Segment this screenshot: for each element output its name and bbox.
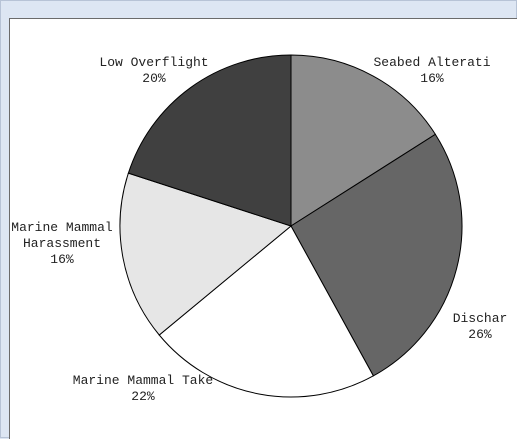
slice-label-text: Dischar — [453, 311, 508, 326]
slice-label-text: Marine Mammal — [11, 220, 113, 235]
slice-percent-label: 20% — [142, 71, 166, 86]
pie-slice-marine-mammal-take — [158, 225, 375, 398]
slice-label-text: Low Overflight — [99, 55, 208, 70]
slice-percent-label: 22% — [131, 389, 155, 404]
slice-percent-label: 16% — [50, 252, 74, 267]
slice-label-text: Marine Mammal Take — [73, 373, 213, 388]
slice-percent-label: 26% — [468, 327, 492, 342]
pie-slice-marine-mammal-harassment — [119, 172, 293, 336]
slice-percent-label: 16% — [420, 71, 444, 86]
slice-label-text: Harassment — [23, 236, 101, 251]
pie-slice-low-overflight — [127, 54, 292, 227]
chart-panel: Seabed Alterati 16% Dischar 26% Marine Mamma… — [9, 18, 517, 439]
slice-label-text: Seabed Alterati — [373, 55, 490, 70]
pie-slice-seabed-alteration — [290, 54, 437, 227]
pie-slice-discharge — [290, 133, 463, 377]
